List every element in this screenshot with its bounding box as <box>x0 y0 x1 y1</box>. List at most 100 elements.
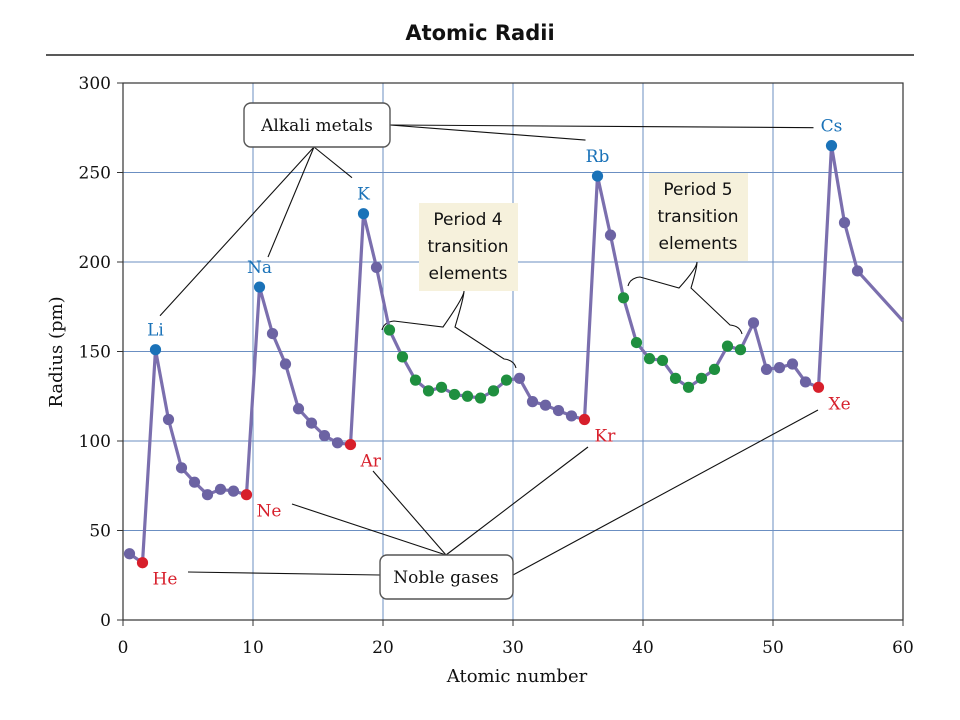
data-point-25 <box>435 381 448 393</box>
data-point-39 <box>617 292 630 304</box>
x-tick-label: 10 <box>242 638 264 658</box>
data-point-34 <box>552 404 565 417</box>
data-point-13 <box>279 358 292 370</box>
x-tick-label: 50 <box>762 638 784 658</box>
noble-gases-text: Noble gases <box>393 568 498 588</box>
leader-noble-he <box>187 571 381 576</box>
data-point-24 <box>422 385 435 397</box>
leader-noble-xe <box>512 409 819 576</box>
grid-lines <box>122 82 904 621</box>
data-point-14 <box>292 403 305 415</box>
data-point-33 <box>539 399 552 411</box>
data-point-42 <box>656 354 669 367</box>
data-point-47 <box>721 340 734 352</box>
element-labels: He Li Ne Na Ar K Kr Rb Xe Cs <box>147 117 851 590</box>
element-label-Cs: Cs <box>821 117 843 137</box>
x-tick-labels: 0 10 20 30 40 50 60 <box>118 620 914 658</box>
data-point-35 <box>565 410 578 422</box>
alkali-metals-box: Alkali metals <box>243 102 391 148</box>
data-point-23 <box>409 374 422 386</box>
y-tick-label: 250 <box>79 164 111 184</box>
data-point-54 <box>812 381 825 393</box>
y-axis-label: Radius (pm) <box>46 296 67 407</box>
data-point-8 <box>214 483 227 495</box>
data-point-49 <box>747 317 760 329</box>
period-4-box: Period 4 transition elements <box>419 203 518 291</box>
leader-alkali-na <box>267 146 315 258</box>
x-tick-label: 20 <box>372 638 394 658</box>
data-point-21 <box>383 324 396 336</box>
chart-title: Atomic Radii <box>405 21 554 45</box>
data-point-32 <box>526 396 539 408</box>
data-point-29 <box>487 385 500 397</box>
y-tick-label: 200 <box>79 253 111 273</box>
data-point-30 <box>500 374 513 386</box>
data-point-16 <box>318 430 331 442</box>
element-label-Kr: Kr <box>595 427 617 447</box>
period-5-line-1: Period 5 <box>663 180 732 200</box>
data-point-38 <box>604 229 617 241</box>
noble-gases-box: Noble gases <box>379 554 514 600</box>
data-point-22 <box>396 351 409 363</box>
y-tick-labels: 0 50 100 150 200 250 300 <box>79 74 123 631</box>
period-4-line-3: elements <box>429 264 508 284</box>
x-tick-label: 40 <box>632 638 654 658</box>
data-point-40 <box>630 336 643 349</box>
leader-noble-ar <box>372 470 447 556</box>
element-label-He: He <box>153 570 178 590</box>
data-point-43 <box>669 372 682 384</box>
leader-noble-kr <box>445 446 589 556</box>
period-5-line-2: transition <box>658 207 739 227</box>
y-tick-label: 100 <box>79 432 111 452</box>
x-tick-label: 30 <box>502 638 524 658</box>
data-point-19 <box>357 208 370 220</box>
data-point-6 <box>188 476 201 488</box>
leader-alkali-li <box>159 146 315 317</box>
data-point-52 <box>786 358 799 370</box>
period-5-line-3: elements <box>659 234 738 254</box>
data-point-9 <box>227 485 240 497</box>
leader-alkali-rb <box>389 124 586 141</box>
data-point-20 <box>370 261 383 273</box>
y-tick-label: 0 <box>100 611 111 631</box>
data-point-45 <box>695 372 708 384</box>
data-point-51 <box>773 362 786 374</box>
element-label-Ne: Ne <box>257 502 282 522</box>
period-5-box: Period 5 transition elements <box>649 173 748 261</box>
element-label-Ar: Ar <box>360 452 382 472</box>
data-point-15 <box>305 417 318 429</box>
data-point-36 <box>578 413 591 426</box>
data-point-5 <box>175 462 188 474</box>
element-label-Rb: Rb <box>586 147 610 167</box>
series-line <box>128 144 905 565</box>
data-point-37 <box>591 170 604 182</box>
data-point-28 <box>474 392 487 404</box>
period-4-line-2: transition <box>428 237 509 257</box>
data-point-3 <box>149 344 162 356</box>
data-point-4 <box>162 413 175 426</box>
element-label-Li: Li <box>147 321 164 341</box>
y-tick-label: 300 <box>79 74 111 94</box>
data-point-55 <box>825 140 838 152</box>
data-point-46 <box>708 363 721 375</box>
element-label-Xe: Xe <box>829 394 851 414</box>
x-axis-label: Atomic number <box>446 666 588 687</box>
data-point-2 <box>136 557 149 569</box>
data-point-48 <box>734 344 747 356</box>
leader-noble-ne <box>291 503 447 556</box>
period-4-line-1: Period 4 <box>433 210 502 230</box>
element-label-K: K <box>357 185 370 205</box>
data-point-57 <box>851 265 864 277</box>
data-point-17 <box>331 437 344 449</box>
alkali-metals-text: Alkali metals <box>260 116 373 136</box>
x-tick-label: 60 <box>892 638 914 658</box>
data-point-50 <box>760 363 773 375</box>
data-point-11 <box>253 281 266 293</box>
data-point-7 <box>201 489 214 501</box>
data-point-56 <box>838 217 851 229</box>
y-tick-label: 50 <box>89 522 111 542</box>
leader-alkali-cs <box>389 124 814 129</box>
data-point-18 <box>344 438 357 451</box>
data-point-53 <box>799 376 812 388</box>
